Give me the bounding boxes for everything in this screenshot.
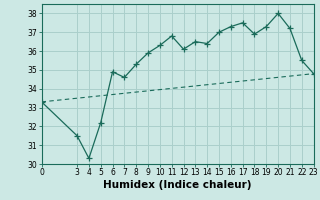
X-axis label: Humidex (Indice chaleur): Humidex (Indice chaleur) (103, 180, 252, 190)
